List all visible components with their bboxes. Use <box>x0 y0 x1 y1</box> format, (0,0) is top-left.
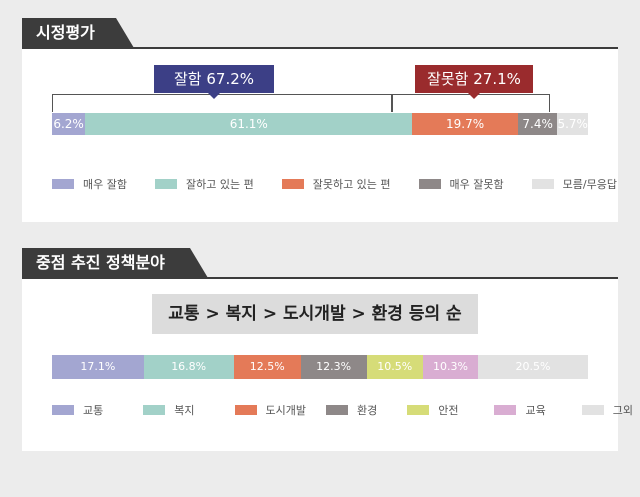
legend-label: 잘못하고 있는 편 <box>312 178 391 191</box>
legend-label: 매우 잘함 <box>83 178 127 191</box>
bar-segment: 19.7% <box>412 113 518 135</box>
legend-label: 교육 <box>525 404 546 417</box>
bar-segment: 7.4% <box>517 113 558 135</box>
bar-segment: 61.1% <box>85 113 413 135</box>
bad-callout: 잘못함 27.1% <box>415 65 533 99</box>
legend-item: 잘못하고 있는 편 <box>281 176 391 192</box>
legend-label: 모름/무응답 <box>562 178 617 191</box>
legend-swatch <box>325 405 348 415</box>
legend-item: 도시개발 <box>234 402 306 418</box>
bar-segment: 6.2% <box>52 113 86 135</box>
legend-label: 복지 <box>174 404 195 417</box>
bar-segment: 16.8% <box>143 355 234 379</box>
legend-item: 환경 <box>325 402 378 418</box>
legend-item: 잘하고 있는 편 <box>154 176 254 192</box>
bar-segment: 12.5% <box>233 355 301 379</box>
legend-item: 복지 <box>143 402 195 418</box>
bar-segment: 12.3% <box>300 355 367 379</box>
good-bracket <box>52 94 392 112</box>
legend-label: 환경 <box>356 404 378 417</box>
legend-item: 매우 잘못함 <box>418 176 504 192</box>
legend-label: 도시개발 <box>265 404 306 417</box>
legend-label: 매우 잘못함 <box>449 178 504 191</box>
legend-swatch <box>52 405 74 415</box>
legend-swatch <box>143 405 166 415</box>
bar-segment: 10.3% <box>422 355 479 379</box>
legend-swatch <box>234 405 257 415</box>
good-callout: 잘함 67.2% <box>154 65 274 99</box>
ranking-headline: 교통 > 복지 > 도시개발 > 환경 등의 순 <box>152 294 478 334</box>
legend-item: 안전 <box>407 402 458 418</box>
legend-item: 모름/무응답 <box>531 176 617 192</box>
legend-swatch <box>494 405 517 415</box>
bar-segment: 17.1% <box>52 355 144 379</box>
section-tab-evaluation: 시정평가 <box>22 18 134 48</box>
section-rule <box>22 277 618 279</box>
legend-swatch <box>531 179 554 189</box>
policy-stacked-bar: 17.1% 16.8% 12.5% 12.3% 10.5% 10.3% 20.5% <box>52 355 588 379</box>
bar-segment: 5.7% <box>557 113 588 135</box>
section-rule <box>22 47 618 49</box>
bad-callout-label: 잘못함 27.1% <box>427 70 521 88</box>
ranking-headline-text: 교통 > 복지 > 도시개발 > 환경 등의 순 <box>168 304 462 324</box>
legend-swatch <box>52 179 74 189</box>
legend-swatch <box>154 179 177 189</box>
evaluation-legend: 매우 잘함 잘하고 있는 편 잘못하고 있는 편 매우 잘못함 모름/무응답 <box>52 176 617 192</box>
section-tab-focus: 중점 추진 정책분야 <box>22 248 208 278</box>
legend-label: 그외 <box>612 404 633 417</box>
legend-item: 매우 잘함 <box>52 176 127 192</box>
legend-swatch <box>407 405 430 415</box>
bar-segment: 10.5% <box>366 355 423 379</box>
legend-label: 잘하고 있는 편 <box>185 178 254 191</box>
legend-item: 교육 <box>494 402 546 418</box>
legend-swatch <box>418 179 441 189</box>
legend-swatch <box>581 405 604 415</box>
section-title: 중점 추진 정책분야 <box>36 253 165 272</box>
section-title: 시정평가 <box>36 23 95 42</box>
policy-legend: 교통 복지 도시개발 환경 안전 교육 그외 <box>52 402 633 418</box>
legend-item: 그외 <box>581 402 633 418</box>
good-callout-label: 잘함 67.2% <box>173 70 255 88</box>
evaluation-stacked-bar: 6.2% 61.1% 19.7% 7.4% 5.7% <box>52 113 588 135</box>
bar-segment: 20.5% <box>478 355 588 379</box>
legend-label: 안전 <box>438 404 459 417</box>
legend-label: 교통 <box>83 404 104 417</box>
legend-item: 교통 <box>52 402 103 418</box>
legend-swatch <box>281 179 304 189</box>
